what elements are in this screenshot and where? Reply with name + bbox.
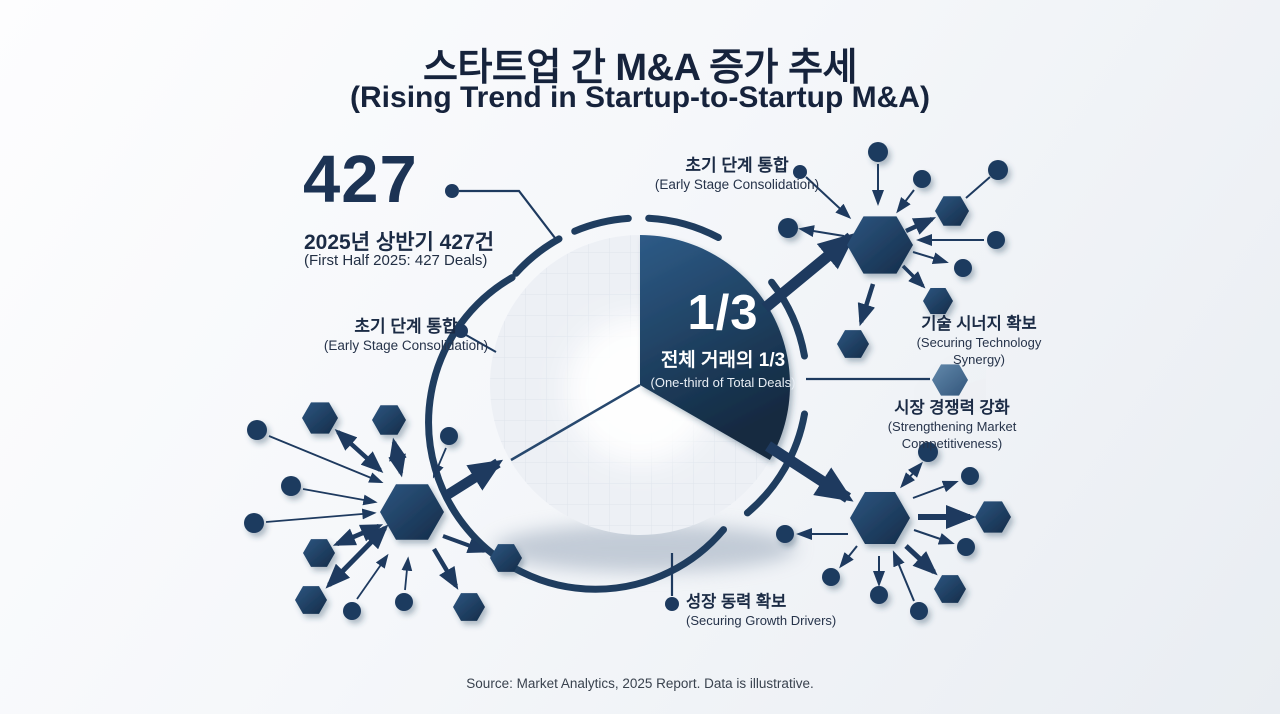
callout-market-competitiveness: 시장 경쟁력 강화 (Strengthening Market Competit… <box>842 398 1062 452</box>
pie-chart <box>490 235 790 535</box>
pie-caption-korean: 전체 거래의 1/3 <box>660 350 786 371</box>
connector-market-competitiveness <box>806 364 968 396</box>
page-title-korean: 스타트업 간 M&A 증가 추세 <box>422 47 858 89</box>
connector-early-stage-left <box>454 324 497 353</box>
callout-early-stage-left-english: (Early Stage Consolidation) <box>323 338 489 354</box>
page-title-english: (Rising Trend in Startup-to-Startup M&A) <box>350 81 930 114</box>
pie-slice-label: 1/3 전체 거래의 1/3 (One-third of Total Deals… <box>607 286 839 391</box>
callout-early-stage-top-english: (Early Stage Consolidation) <box>654 177 820 193</box>
network-hub-bottom-left <box>244 402 522 621</box>
callout-early-stage-top-korean: 초기 단계 통합 <box>685 156 789 175</box>
deal-count-value: 427 <box>303 142 418 217</box>
pie-slice-divider <box>510 383 641 462</box>
network-hub-bottom-right <box>776 442 1011 620</box>
callout-growth-drivers-korean: 성장 동력 확보 <box>686 593 787 611</box>
callout-growth-drivers-english: (Securing Growth Drivers) <box>686 612 837 628</box>
pie-fraction-value: 1/3 <box>687 286 759 340</box>
callout-connectors <box>445 165 968 611</box>
callout-tech-synergy-korean: 기술 시너지 확보 <box>921 315 1037 333</box>
callout-early-stage-left-korean: 초기 단계 통합 <box>354 317 458 336</box>
callout-market-competitiveness-english: (Strengthening Market Competitiveness) <box>887 418 1017 451</box>
network-hub-top-right <box>778 142 1008 358</box>
callout-growth-drivers: 성장 동력 확보 (Securing Growth Drivers) <box>686 592 906 630</box>
callout-early-stage-left: 초기 단계 통합 (Early Stage Consolidation) <box>296 316 516 355</box>
pie-caption-english: (One-third of Total Deals) <box>650 375 796 390</box>
connector-early-stage-top <box>793 165 852 220</box>
arrow-to-top-right-hub <box>761 232 857 313</box>
flow-arrows <box>761 232 857 503</box>
connector-427 <box>445 184 556 239</box>
arrow-to-bottom-right-hub <box>765 441 854 503</box>
callout-tech-synergy: 기술 시너지 확보 (Securing Technology Synergy) <box>890 314 1068 368</box>
deal-count-label-english: (First Half 2025: 427 Deals) <box>304 252 488 269</box>
callout-early-stage-top: 초기 단계 통합 (Early Stage Consolidation) <box>648 155 826 194</box>
pie-outer-ring <box>425 214 808 593</box>
connector-growth-drivers <box>665 553 679 611</box>
callout-tech-synergy-english: (Securing Technology Synergy) <box>916 334 1042 367</box>
pie-dark-slice <box>640 235 790 460</box>
callout-market-competitiveness-korean: 시장 경쟁력 강화 <box>894 399 1010 417</box>
deal-count-label-korean: 2025년 상반기 427건 <box>304 231 495 254</box>
source-note: Source: Market Analytics, 2025 Report. D… <box>466 676 814 691</box>
